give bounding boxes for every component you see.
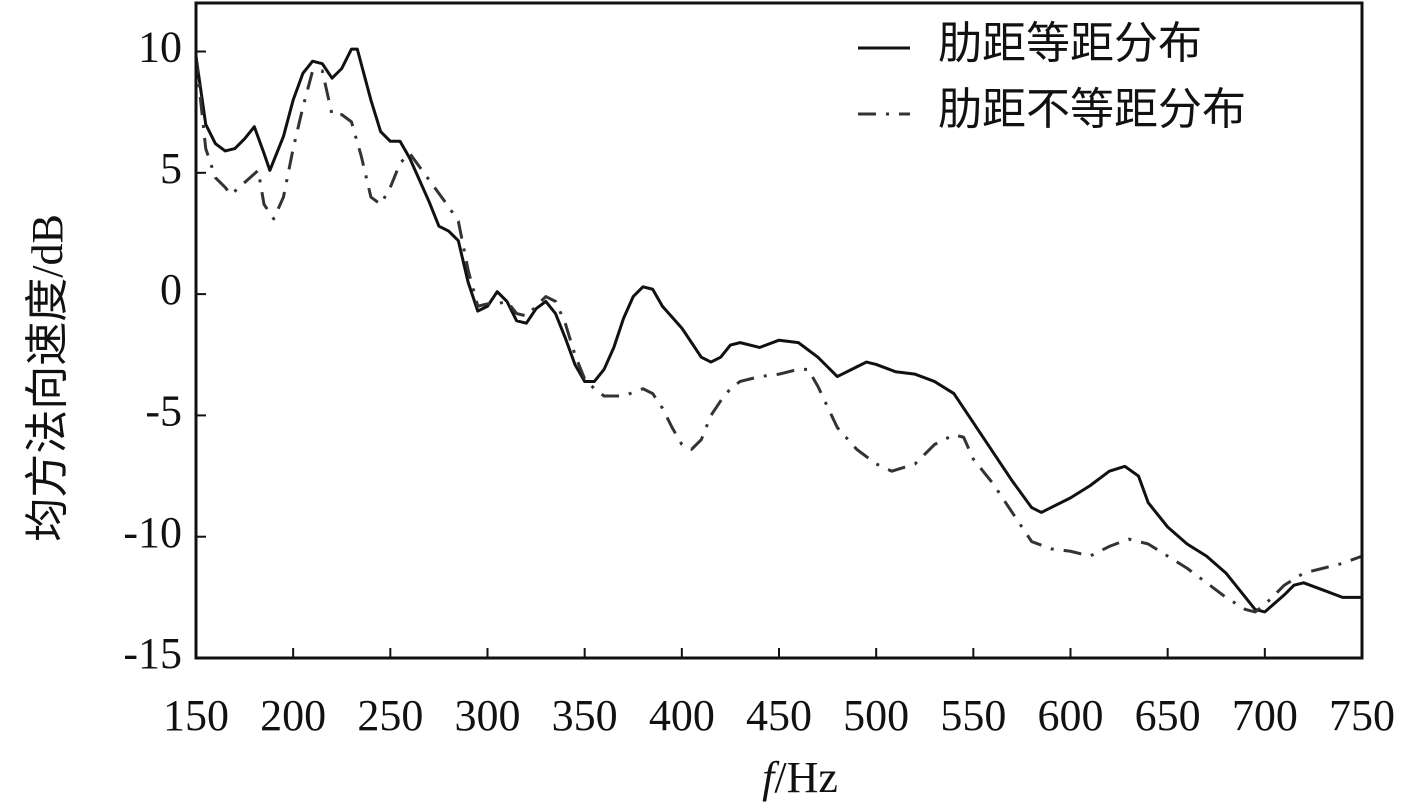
x-tick-label: 150	[163, 691, 229, 740]
line-series	[194, 56, 1363, 614]
x-tick-label: 400	[649, 691, 715, 740]
legend-label: 肋距等距分布	[938, 19, 1202, 68]
x-tick-label: 750	[1329, 691, 1395, 740]
x-tick-label: 600	[1038, 691, 1104, 740]
y-tick-label: -15	[123, 629, 182, 678]
x-axis-label: f/Hz	[762, 753, 838, 802]
line-series	[194, 47, 1362, 614]
x-tick-label: 500	[843, 691, 909, 740]
x-tick-label: 550	[940, 691, 1006, 740]
y-tick-label: -5	[145, 387, 182, 436]
y-tick-label: 5	[160, 144, 182, 193]
y-axis-label: 均方法向速度/dB	[23, 214, 72, 542]
legend-label: 肋距不等距分布	[938, 85, 1246, 134]
x-tick-label: 250	[357, 691, 423, 740]
y-tick-label: -10	[123, 508, 182, 557]
plot-frame	[194, 1, 1364, 660]
x-tick-label: 350	[552, 691, 618, 740]
x-tick-label: 300	[455, 691, 521, 740]
x-tick-label: 700	[1232, 691, 1298, 740]
x-tick-label: 450	[746, 691, 812, 740]
y-tick-label: 10	[138, 23, 182, 72]
x-tick-label: 650	[1135, 691, 1201, 740]
x-tick-label: 200	[260, 691, 326, 740]
y-tick-label: 0	[160, 265, 182, 314]
